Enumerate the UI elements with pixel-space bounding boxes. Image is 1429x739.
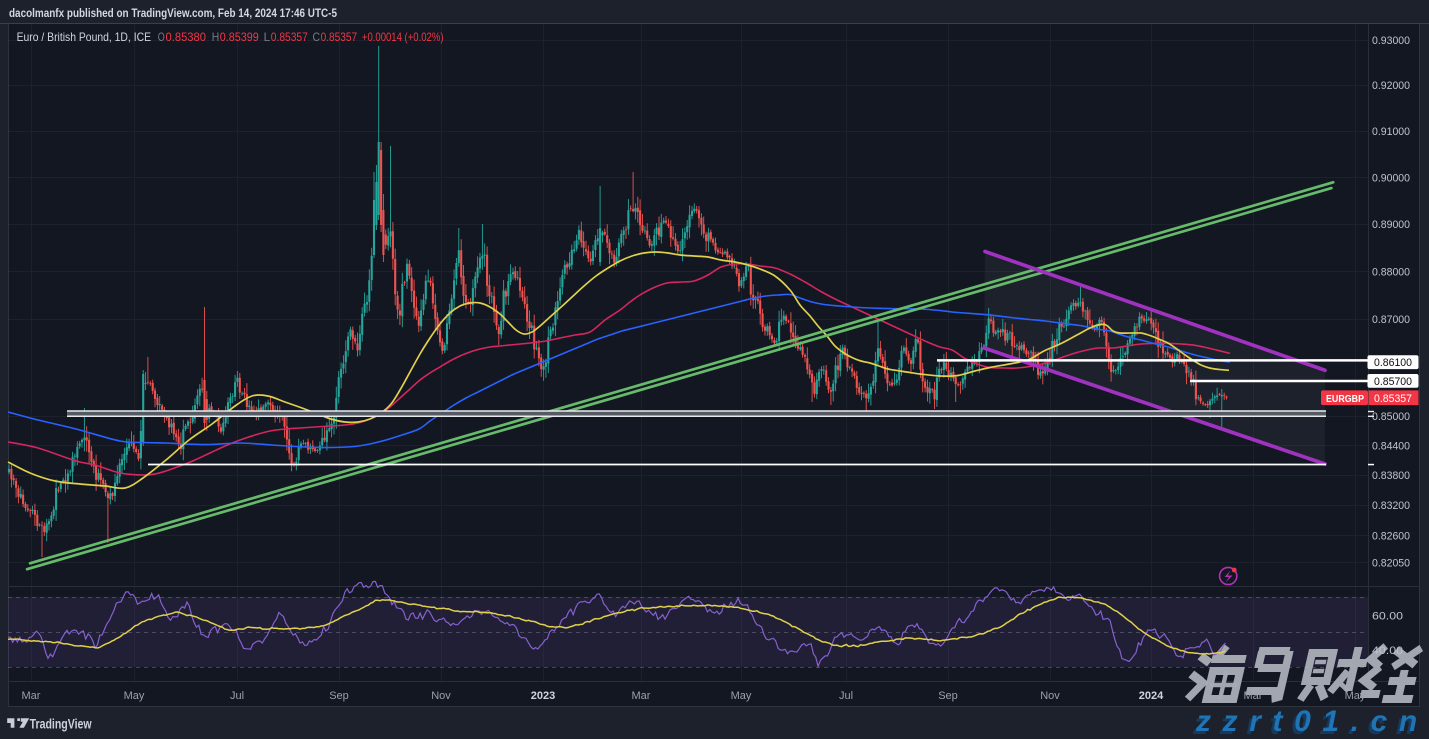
svg-text:0.82050: 0.82050 (1372, 557, 1410, 569)
svg-text:0.91000: 0.91000 (1372, 126, 1410, 138)
svg-text:0.85700: 0.85700 (1374, 376, 1412, 388)
svg-text:H: H (212, 30, 220, 44)
svg-text:40.00: 40.00 (1372, 645, 1403, 657)
svg-text:0.84400: 0.84400 (1372, 440, 1410, 452)
svg-text:zzrt01.cn: zzrt01.cn (1195, 705, 1429, 738)
svg-text:TradingView: TradingView (30, 716, 92, 732)
svg-text:dacolmanfx published on Tradin: dacolmanfx published on TradingView.com,… (9, 8, 338, 20)
svg-text:0.83800: 0.83800 (1372, 470, 1410, 482)
svg-text:0.89000: 0.89000 (1372, 219, 1410, 231)
svg-text:O: O (158, 30, 165, 44)
svg-text:Nov: Nov (431, 690, 451, 702)
svg-text:0.93000: 0.93000 (1372, 35, 1410, 47)
svg-text:Sep: Sep (329, 690, 349, 702)
svg-text:Euro / British Pound, 1D, ICE: Euro / British Pound, 1D, ICE (17, 30, 151, 44)
svg-text:Mar: Mar (22, 690, 41, 702)
svg-text:0.83200: 0.83200 (1372, 500, 1410, 512)
svg-text:60.00: 60.00 (1372, 611, 1403, 623)
svg-text:0.85357: 0.85357 (271, 30, 308, 44)
svg-text:EURGBP: EURGBP (1326, 393, 1364, 405)
svg-text:Nov: Nov (1040, 690, 1060, 702)
svg-text:May: May (124, 690, 145, 702)
svg-text:0.85000: 0.85000 (1372, 411, 1410, 423)
svg-text:C: C (313, 30, 321, 44)
svg-text:2024: 2024 (1139, 690, 1164, 702)
svg-text:0.82600: 0.82600 (1372, 530, 1410, 542)
svg-text:+0.00014 (+0.02%): +0.00014 (+0.02%) (362, 30, 444, 44)
svg-text:0.92000: 0.92000 (1372, 80, 1410, 92)
svg-text:0.87000: 0.87000 (1372, 314, 1410, 326)
svg-text:Jul: Jul (230, 690, 244, 702)
svg-text:Mar: Mar (632, 690, 651, 702)
svg-text:2023: 2023 (531, 690, 555, 702)
svg-text:0.85399: 0.85399 (220, 30, 259, 44)
svg-text:May: May (731, 690, 752, 702)
svg-text:0.88000: 0.88000 (1372, 266, 1410, 278)
svg-text:0.85357: 0.85357 (321, 30, 358, 44)
svg-text:Mar: Mar (1244, 690, 1263, 702)
svg-text:0.85357: 0.85357 (1374, 393, 1412, 405)
svg-text:May: May (1345, 690, 1366, 702)
svg-text:Sep: Sep (938, 690, 958, 702)
svg-text:0.90000: 0.90000 (1372, 172, 1410, 184)
svg-text:0.86100: 0.86100 (1374, 357, 1412, 369)
svg-text:zzrt01.cn: zzrt01.cn (1192, 708, 1426, 739)
svg-text:0.85380: 0.85380 (166, 30, 207, 44)
svg-text:L: L (264, 30, 271, 44)
svg-text:Jul: Jul (839, 690, 853, 702)
